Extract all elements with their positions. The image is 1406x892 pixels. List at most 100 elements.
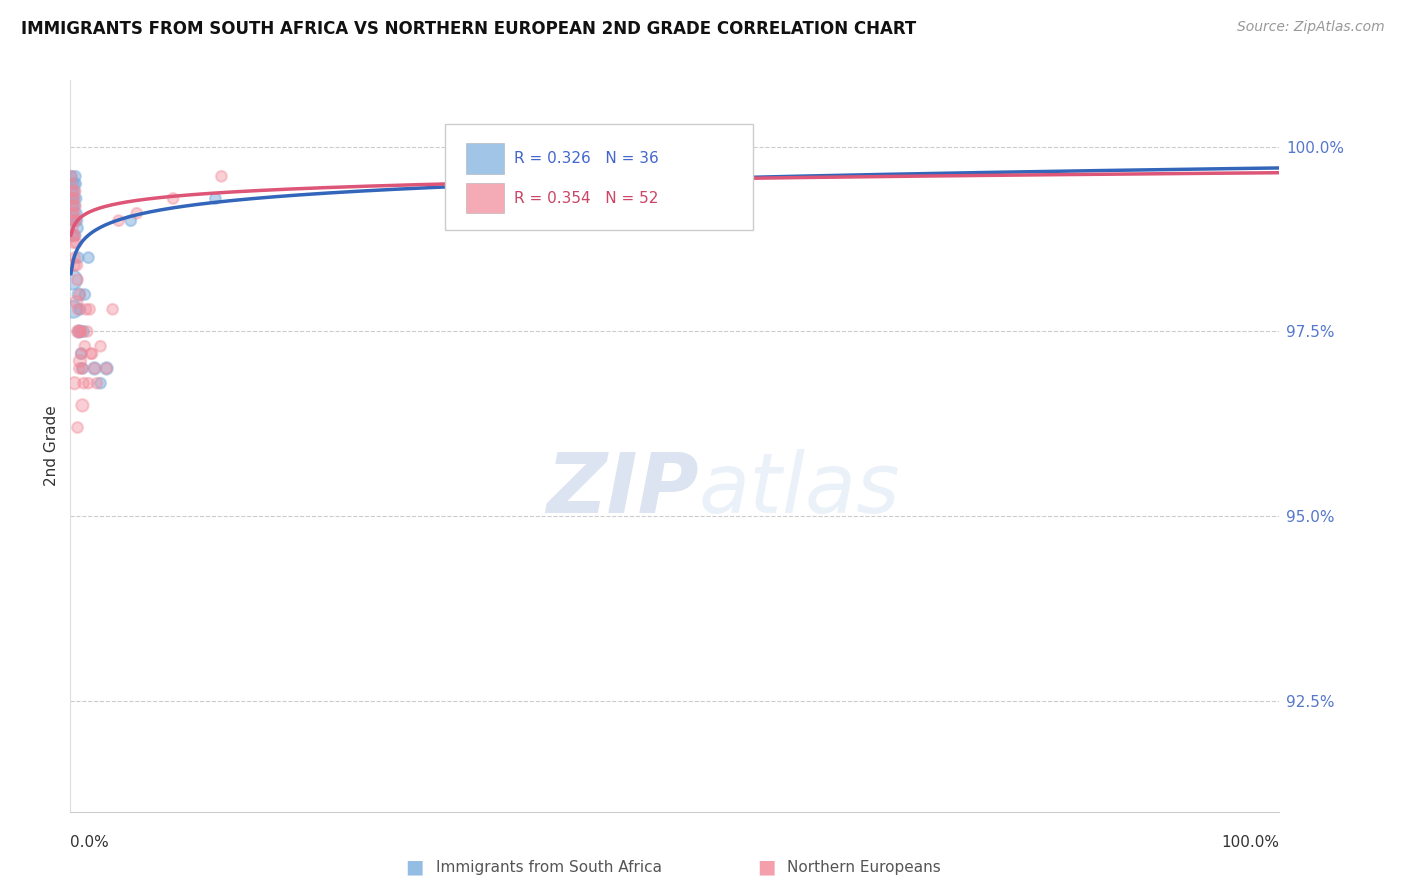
- Point: [65, 294, 87, 309]
- Y-axis label: 2nd Grade: 2nd Grade: [44, 406, 59, 486]
- Point: [107, 213, 129, 227]
- Point: [120, 213, 142, 227]
- Point: [65, 199, 87, 213]
- Point: [63, 177, 86, 191]
- Point: [62, 213, 84, 227]
- Point: [63, 376, 86, 391]
- Point: [65, 206, 87, 220]
- Point: [67, 325, 90, 339]
- Text: Source: ZipAtlas.com: Source: ZipAtlas.com: [1237, 20, 1385, 34]
- Point: [65, 177, 87, 191]
- Point: [60, 192, 83, 206]
- Point: [63, 184, 86, 198]
- Point: [67, 325, 90, 339]
- Point: [62, 199, 84, 213]
- Text: Northern Europeans: Northern Europeans: [787, 860, 941, 874]
- Point: [63, 251, 86, 265]
- Text: IMMIGRANTS FROM SOUTH AFRICA VS NORTHERN EUROPEAN 2ND GRADE CORRELATION CHART: IMMIGRANTS FROM SOUTH AFRICA VS NORTHERN…: [21, 20, 917, 37]
- Point: [86, 376, 108, 391]
- Text: 100.0%: 100.0%: [1222, 836, 1279, 850]
- Text: R = 0.326   N = 36: R = 0.326 N = 36: [515, 151, 659, 166]
- Text: atlas: atlas: [699, 450, 901, 531]
- Text: ■: ■: [756, 857, 776, 877]
- Point: [96, 361, 118, 376]
- Point: [63, 199, 86, 213]
- Point: [73, 339, 96, 353]
- Text: 0.0%: 0.0%: [70, 836, 110, 850]
- Point: [65, 213, 87, 227]
- Point: [70, 346, 93, 360]
- Point: [62, 302, 84, 317]
- Point: [66, 420, 89, 434]
- Point: [62, 235, 84, 250]
- Point: [60, 192, 83, 206]
- Point: [69, 354, 91, 368]
- Point: [62, 228, 84, 243]
- Point: [77, 376, 100, 391]
- Point: [70, 325, 93, 339]
- Point: [67, 287, 90, 301]
- Point: [72, 361, 94, 376]
- Point: [62, 199, 84, 213]
- Point: [62, 184, 84, 198]
- Point: [60, 169, 83, 184]
- Point: [60, 177, 83, 191]
- Point: [63, 184, 86, 198]
- Point: [79, 302, 101, 317]
- Point: [83, 361, 105, 376]
- Point: [70, 346, 93, 360]
- Point: [62, 258, 84, 272]
- Point: [72, 376, 94, 391]
- Point: [62, 213, 84, 227]
- Point: [90, 339, 111, 353]
- Point: [204, 192, 226, 206]
- Point: [65, 192, 87, 206]
- Point: [67, 251, 90, 265]
- Point: [65, 235, 87, 250]
- Point: [62, 192, 84, 206]
- Point: [66, 273, 89, 287]
- Point: [72, 325, 94, 339]
- Point: [63, 206, 86, 220]
- Text: Immigrants from South Africa: Immigrants from South Africa: [436, 860, 662, 874]
- Point: [162, 192, 184, 206]
- Point: [62, 228, 84, 243]
- Point: [65, 169, 87, 184]
- Point: [80, 346, 103, 360]
- Text: R = 0.354   N = 52: R = 0.354 N = 52: [515, 191, 658, 205]
- Point: [63, 228, 86, 243]
- Point: [73, 287, 96, 301]
- Point: [96, 361, 118, 376]
- Point: [72, 361, 94, 376]
- Point: [69, 325, 91, 339]
- FancyBboxPatch shape: [465, 144, 505, 174]
- Text: ZIP: ZIP: [547, 450, 699, 531]
- Point: [63, 213, 86, 227]
- Point: [63, 228, 86, 243]
- Point: [83, 361, 105, 376]
- Point: [66, 258, 89, 272]
- Point: [60, 184, 83, 198]
- Point: [75, 302, 97, 317]
- Point: [60, 177, 83, 191]
- Point: [66, 221, 89, 235]
- Point: [67, 325, 90, 339]
- Point: [77, 251, 100, 265]
- Point: [63, 192, 86, 206]
- Point: [125, 206, 148, 220]
- Point: [69, 302, 91, 317]
- Point: [211, 169, 233, 184]
- Point: [62, 221, 84, 235]
- Point: [90, 376, 111, 391]
- Point: [72, 398, 94, 412]
- Point: [69, 287, 91, 301]
- Point: [67, 361, 90, 376]
- FancyBboxPatch shape: [465, 183, 505, 213]
- Point: [66, 213, 89, 227]
- Point: [67, 302, 90, 317]
- Point: [60, 206, 83, 220]
- Point: [60, 273, 83, 287]
- FancyBboxPatch shape: [446, 124, 754, 230]
- Point: [101, 302, 124, 317]
- Point: [80, 346, 103, 360]
